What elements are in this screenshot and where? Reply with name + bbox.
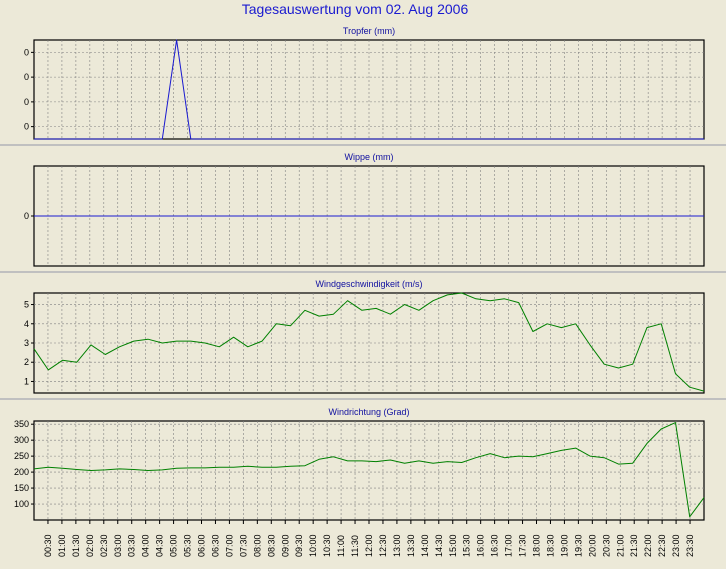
x-tick-label: 21:30 [629,534,639,557]
x-tick-label: 05:30 [183,534,193,557]
x-tick-label: 18:00 [532,534,542,557]
x-tick-label: 11:00 [336,535,346,557]
x-tick-label: 13:30 [406,534,416,557]
x-tick-label: 14:00 [420,534,430,557]
x-tick-label: 09:30 [294,534,304,557]
x-tick-label: 15:00 [448,534,458,557]
y-tick-label: 100 [14,499,29,509]
y-tick-label: 150 [14,483,29,493]
chart-panel-4: Windrichtung (Grad) 100 150 200 250 300 350 [14,407,705,521]
x-tick-label: 08:00 [252,534,262,557]
series-line-1 [34,39,704,140]
x-tick-label: 04:00 [141,534,151,557]
x-tick-label: 07:00 [224,534,234,557]
x-tick-label: 22:30 [657,534,667,557]
chart-panels: Tropfer (mm) 0 0 0 0 Wippe (mm) 0 Windgeschwind… [0,26,726,521]
x-tick-label: 01:00 [57,534,67,557]
page-title: Tagesauswertung vom 02. Aug 2006 [242,1,469,17]
x-tick-label: 05:00 [169,534,179,557]
series-line-1 [33,422,705,518]
x-tick-label: 14:30 [434,534,444,557]
y-tick-label: 250 [14,451,29,461]
x-tick-label: 21:00 [615,534,625,557]
x-tick-label: 08:30 [266,534,276,557]
x-tick-label: 03:00 [113,534,123,557]
x-tick-label: 23:00 [671,534,681,557]
time-axis: 00:30 01:00 01:30 02:00 02:30 03:00 03:30 04:00… [43,520,695,557]
y-tick-label: 0 [24,211,29,221]
x-tick-label: 17:30 [518,534,528,557]
x-tick-label: 06:30 [210,534,220,557]
x-tick-label: 09:00 [280,534,290,557]
x-tick-label: 16:30 [490,534,500,557]
chart-panel-2: Wippe (mm) 0 [0,152,726,273]
x-tick-label: 02:30 [99,534,109,557]
panel-title: Tropfer (mm) [343,26,395,36]
y-tick-label: 5 [24,300,29,310]
x-tick-label: 20:00 [587,534,597,557]
chart-panel-3: Windgeschwindigkeit (m/s) 1 2 3 4 5 [0,279,726,400]
x-tick-label: 10:30 [322,534,332,557]
x-tick-label: 04:30 [155,534,165,557]
x-tick-label: 18:30 [545,534,555,557]
x-tick-label: 15:30 [462,534,472,557]
x-tick-label: 10:00 [308,534,318,557]
x-tick-label: 12:00 [364,534,374,557]
y-tick-label: 0 [24,97,29,107]
x-tick-label: 16:00 [476,534,486,557]
y-tick-label: 200 [14,467,29,477]
x-tick-label: 12:30 [378,534,388,557]
x-tick-label: 22:00 [643,534,653,557]
x-tick-label: 17:00 [504,534,514,557]
y-tick-label: 2 [24,357,29,367]
x-tick-label: 19:30 [573,534,583,557]
y-tick-label: 0 [24,72,29,82]
x-tick-label: 20:30 [601,534,611,557]
y-tick-label: 3 [24,338,29,348]
panel-title: Windgeschwindigkeit (m/s) [315,279,422,289]
panel-title: Wippe (mm) [345,152,394,162]
y-tick-label: 300 [14,435,29,445]
x-tick-label: 00:30 [43,534,53,557]
y-tick-label: 0 [24,122,29,132]
x-tick-label: 07:30 [238,534,248,557]
y-tick-label: 0 [24,47,29,57]
x-tick-label: 06:00 [197,534,207,557]
x-tick-label: 03:30 [127,534,137,557]
chart-panel-1: Tropfer (mm) 0 0 0 0 [0,26,726,146]
y-tick-label: 1 [24,376,29,386]
x-tick-label: 11:30 [350,535,360,557]
x-tick-label: 19:00 [559,534,569,557]
x-tick-label: 13:00 [392,534,402,557]
series-line-1 [33,292,705,392]
panel-title: Windrichtung (Grad) [328,407,409,417]
x-tick-label: 01:30 [71,534,81,557]
y-tick-label: 350 [14,419,29,429]
x-tick-label: 02:00 [85,534,95,557]
x-tick-label: 23:30 [685,534,695,557]
y-tick-label: 4 [24,319,29,329]
